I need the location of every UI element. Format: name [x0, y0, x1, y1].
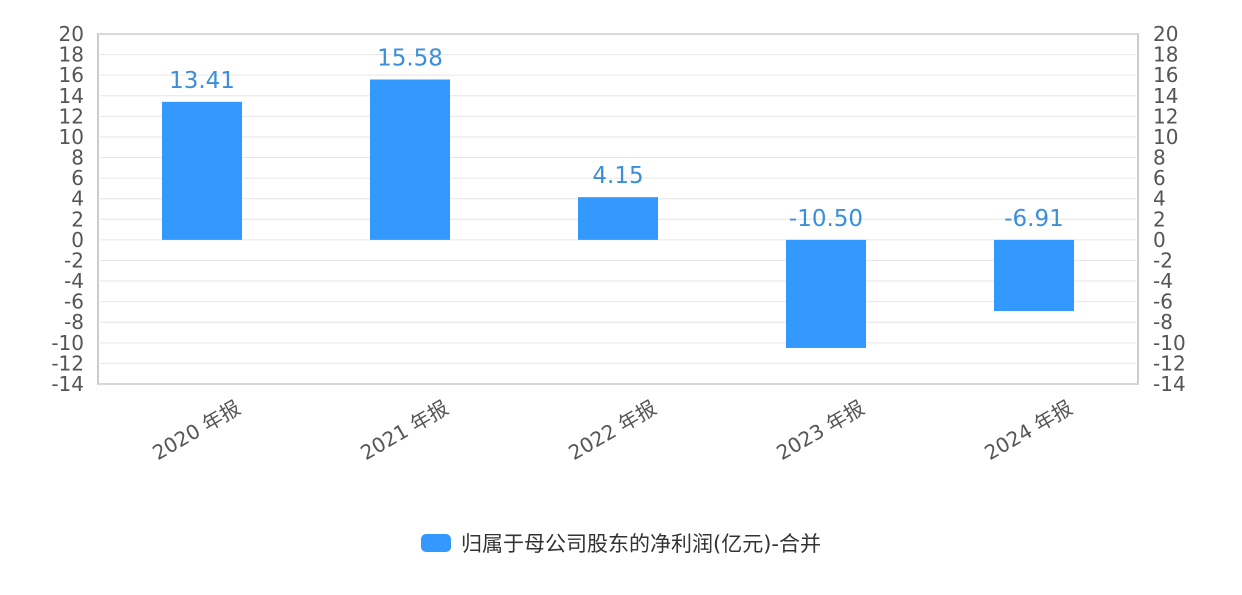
- legend-swatch: [421, 534, 452, 552]
- y-tick-right: 0: [1153, 228, 1166, 252]
- y-tick-right: 2: [1153, 207, 1166, 231]
- y-tick-right: -6: [1153, 290, 1173, 314]
- bar: [162, 101, 242, 240]
- y-tick-left: 6: [71, 166, 84, 190]
- y-tick-right: 8: [1153, 146, 1166, 170]
- y-tick-right: -4: [1153, 269, 1173, 293]
- y-tick-left: 18: [59, 43, 84, 67]
- y-tick-left: 12: [59, 104, 84, 128]
- bar: [994, 239, 1074, 312]
- y-tick-right: 20: [1153, 22, 1178, 46]
- y-tick-left: 10: [59, 125, 84, 149]
- bar: [578, 197, 658, 240]
- x-axis: 2020 年报 2021 年报 2022 年报 2023 年报 2024 年报: [148, 396, 1076, 465]
- bars: [162, 79, 1074, 348]
- legend-label: 归属于母公司股东的净利润(亿元)-合并: [461, 532, 821, 556]
- y-tick-right: -14: [1153, 372, 1186, 396]
- y-tick-left: -14: [51, 372, 84, 396]
- y-tick-right: 14: [1153, 84, 1178, 108]
- y-tick-right: 6: [1153, 166, 1166, 190]
- y-tick-left: 20: [59, 22, 84, 46]
- legend: 归属于母公司股东的净利润(亿元)-合并: [0, 528, 1242, 558]
- y-tick-left: 8: [71, 146, 84, 170]
- y-tick-right: 16: [1153, 63, 1178, 87]
- y-tick-left: -4: [64, 269, 84, 293]
- data-label: -6.91: [1004, 206, 1064, 232]
- data-label: -10.50: [789, 206, 863, 232]
- y-tick-left: 2: [71, 207, 84, 231]
- y-tick-right: -2: [1153, 248, 1173, 272]
- bar: [370, 79, 450, 240]
- y-tick-left: -2: [64, 248, 84, 272]
- data-label: 13.41: [169, 68, 235, 94]
- y-tick-left: -10: [51, 331, 84, 355]
- data-label: 15.58: [377, 46, 443, 72]
- y-tick-right: 18: [1153, 43, 1178, 67]
- x-tick-label: 2022 年报: [564, 396, 660, 465]
- data-label: 4.15: [592, 163, 643, 189]
- y-tick-right: 10: [1153, 125, 1178, 149]
- y-tick-right: -12: [1153, 351, 1186, 375]
- y-tick-left: 14: [59, 84, 84, 108]
- y-tick-right: 12: [1153, 104, 1178, 128]
- x-tick-label: 2020 年报: [148, 396, 244, 465]
- bar: [786, 239, 866, 348]
- y-tick-right: -10: [1153, 331, 1186, 355]
- data-labels: 13.41 15.58 4.15 -10.50 -6.91: [169, 46, 1064, 232]
- y-tick-right: 4: [1153, 187, 1166, 211]
- y-tick-left: 0: [71, 228, 84, 252]
- x-tick-label: 2021 年报: [356, 396, 452, 465]
- y-tick-left: 16: [59, 63, 84, 87]
- y-tick-left: -6: [64, 290, 84, 314]
- x-tick-label: 2024 年报: [980, 396, 1076, 465]
- y-tick-left: -12: [51, 351, 84, 375]
- y-tick-left: -8: [64, 310, 84, 334]
- y-tick-left: 4: [71, 187, 84, 211]
- y-tick-right: -8: [1153, 310, 1173, 334]
- x-tick-label: 2023 年报: [772, 396, 868, 465]
